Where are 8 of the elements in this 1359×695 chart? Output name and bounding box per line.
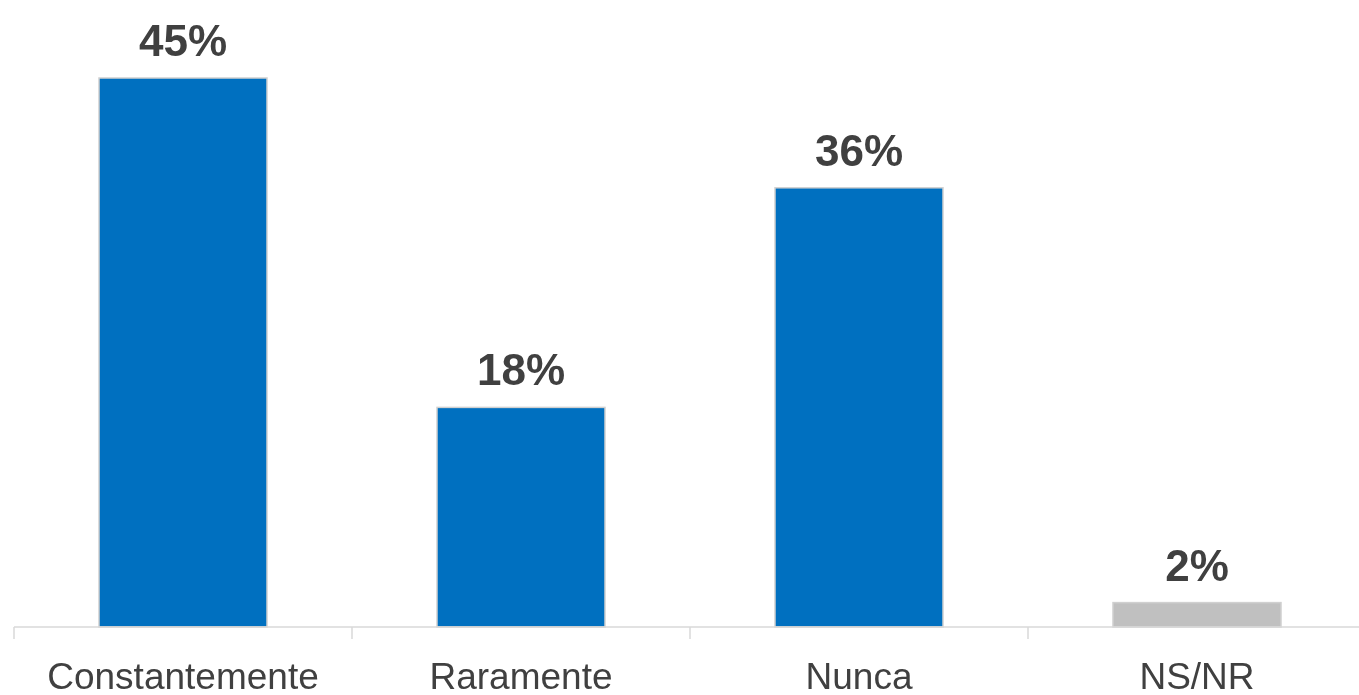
x-tick-label: Nunca: [805, 656, 913, 695]
x-tick-label: NS/NR: [1139, 656, 1255, 695]
data-label: 2%: [1165, 540, 1229, 590]
x-tick-label: Constantemente: [47, 656, 319, 695]
data-label: 18%: [476, 345, 566, 395]
data-label: 45%: [138, 16, 228, 65]
data-label: 36%: [814, 125, 904, 175]
x-tick-label: Raramente: [429, 656, 613, 695]
